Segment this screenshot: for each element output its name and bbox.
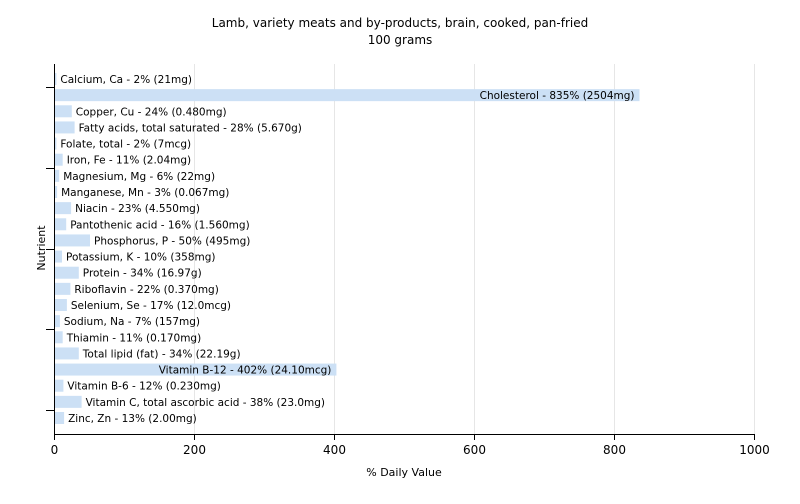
bar [55,331,63,344]
bar-label: Folate, total - 2% (7mcg) [60,139,191,151]
x-tick-label: 200 [183,443,206,457]
bar-label: Vitamin B-6 - 12% (0.230mg) [67,381,221,393]
bar [55,202,72,215]
x-tick-label: 600 [463,443,486,457]
bar-label: Zinc, Zn - 13% (2.00mg) [68,413,197,425]
bar [55,73,57,85]
y-axis-label: Nutrient [35,225,48,271]
bar-label: Riboflavin - 22% (0.370mg) [74,284,218,296]
bar-label: Thiamin - 11% (0.170mg) [66,332,202,344]
x-tick-label: 1000 [739,443,770,457]
bar [55,169,60,182]
bar [55,218,67,231]
bar-label: Magnesium, Mg - 6% (22mg) [63,171,215,183]
bar [55,105,72,118]
bar-label: Fatty acids, total saturated - 28% (5.67… [79,122,302,134]
bar [55,395,82,408]
bar-label: Pantothenic acid - 16% (1.560mg) [70,219,249,231]
bar [55,137,57,150]
bar-label: Vitamin B-12 - 402% (24.10mcg) [159,365,332,377]
bar [55,299,67,311]
bar-label: Phosphorus, P - 50% (495mg) [94,235,250,247]
bar-label: Copper, Cu - 24% (0.480mg) [76,106,227,118]
bar-label: Calcium, Ca - 2% (21mg) [60,74,192,86]
bar-label: Iron, Fe - 11% (2.04mg) [67,155,191,167]
bar-label: Selenium, Se - 17% (12.0mcg) [71,300,231,312]
x-tick-label: 400 [323,443,346,457]
bar-label: Protein - 34% (16.97g) [83,268,202,280]
x-tick-label: 0 [51,443,59,457]
bar [55,379,64,392]
bar-label: Total lipid (fat) - 34% (22.19g) [82,348,241,360]
grid-lines [194,64,755,434]
chart-subtitle: 100 grams [368,33,433,47]
bar [55,363,337,376]
bar [55,315,60,328]
bar [55,186,58,198]
bar [55,89,640,102]
bar [55,347,79,360]
bar [55,282,71,295]
bar-label: Sodium, Na - 7% (157mg) [64,316,200,328]
x-tick-label: 800 [603,443,626,457]
bar-label: Cholesterol - 835% (2504mg) [480,90,635,102]
bar [55,234,90,247]
bar-label: Potassium, K - 10% (358mg) [66,252,216,264]
bar-label: Manganese, Mn - 3% (0.067mg) [61,187,229,199]
bars-group: Calcium, Ca - 2% (21mg) Cholesterol - 835… [55,73,640,425]
bar [55,121,75,134]
axes-group: 0 200 400 600 800 1000 [46,64,770,457]
x-axis-label: % Daily Value [366,466,442,479]
chart-title: Lamb, variety meats and by-products, bra… [212,16,588,30]
bar-label: Vitamin C, total ascorbic acid - 38% (23… [86,397,325,409]
bar [55,250,62,263]
bar [55,412,65,424]
bar [55,266,79,279]
bar-label: Niacin - 23% (4.550mg) [75,203,200,215]
bar [55,153,63,166]
